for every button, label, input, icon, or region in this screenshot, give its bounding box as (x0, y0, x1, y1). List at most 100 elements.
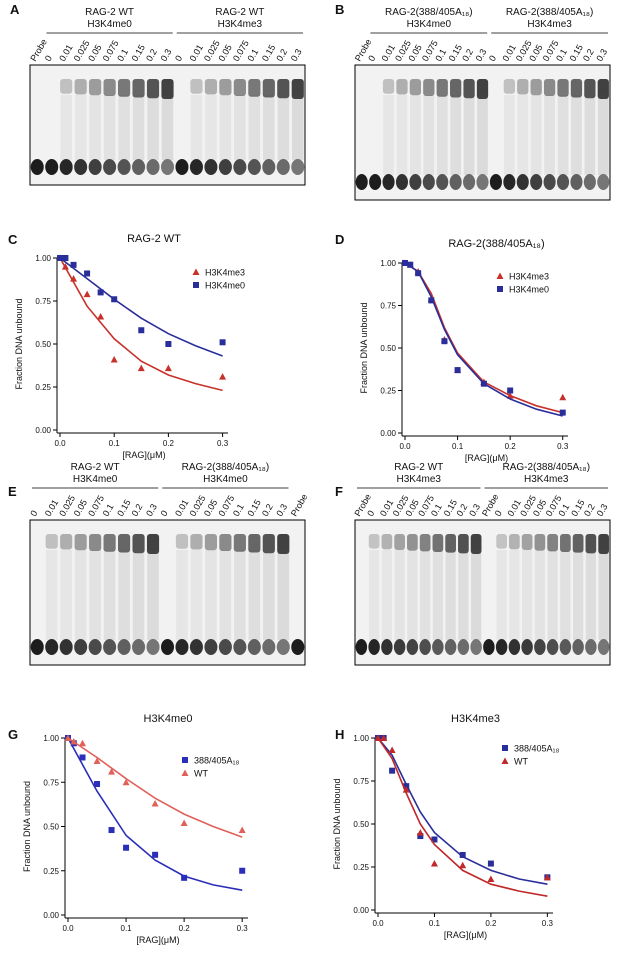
group-header: RAG-2(388/405A₁₈) (506, 7, 594, 18)
smear (597, 95, 609, 175)
lane-label: 0.15 (245, 498, 262, 518)
data-point (122, 778, 130, 786)
free-probe-band (276, 159, 290, 175)
data-point (108, 827, 115, 834)
legend-label: H3K4me0 (509, 285, 549, 295)
free-probe-band (530, 174, 543, 190)
y-tick-label: 0.50 (43, 823, 59, 832)
data-point (138, 327, 145, 334)
x-axis-label: [RAG](μM) (122, 450, 165, 460)
data-point (151, 799, 159, 807)
smear (89, 95, 101, 160)
smear (263, 95, 275, 160)
complex-band (132, 534, 145, 554)
complex-band (45, 534, 58, 549)
chart-title: RAG-2 WT (127, 233, 181, 245)
complex-band (161, 79, 174, 99)
data-point (402, 260, 408, 266)
complex-band (103, 534, 116, 552)
group-header: RAG-2(388/405A₁₈) (385, 7, 473, 18)
y-tick-label: 0.00 (353, 906, 369, 915)
complex-band (248, 534, 261, 553)
free-probe-band (160, 159, 175, 175)
data-point (219, 339, 226, 346)
lane-label: 0 (28, 509, 39, 518)
data-point (137, 364, 145, 372)
free-probe-band (489, 174, 502, 190)
data-point (79, 754, 86, 761)
group-header: RAG-2 WT (394, 462, 443, 473)
smear (584, 95, 596, 175)
smear (205, 95, 217, 160)
x-axis-label: [RAG](μM) (465, 453, 508, 463)
y-tick-label: 0.75 (35, 297, 51, 306)
smear (471, 550, 482, 640)
data-point (84, 270, 91, 277)
panel-letter: H (335, 727, 344, 742)
data-point (380, 734, 388, 741)
data-point (428, 297, 435, 304)
complex-band (597, 79, 609, 99)
y-axis-label: Fraction DNA unbound (22, 781, 32, 872)
free-probe-band (495, 639, 508, 655)
complex-band (394, 534, 405, 550)
lane-label: 0.15 (447, 43, 464, 63)
x-tick-label: 0.3 (542, 919, 554, 928)
data-point (79, 739, 87, 747)
legend-label: WT (514, 757, 528, 767)
complex-band (572, 534, 584, 553)
free-probe-band (117, 639, 131, 655)
data-point (152, 851, 159, 858)
free-probe-band (218, 639, 232, 655)
free-probe-band (291, 159, 305, 175)
smear (248, 95, 261, 160)
free-probe-band (422, 174, 435, 190)
lane-label: 0.01 (43, 498, 60, 518)
data-point (480, 380, 487, 387)
lane-label: 0.01 (57, 43, 74, 63)
free-probe-band (556, 174, 570, 190)
free-probe-band (583, 174, 596, 190)
group-header: H3K4me0 (203, 474, 248, 485)
complex-band (470, 534, 482, 554)
lane-label: 0 (365, 509, 376, 518)
free-probe-band (204, 159, 218, 175)
smear (432, 550, 443, 640)
smear (219, 550, 232, 640)
data-point (388, 746, 396, 754)
free-probe-band (276, 639, 290, 655)
complex-band (368, 534, 380, 549)
complex-band (74, 534, 87, 551)
smear (45, 550, 58, 640)
free-probe-band (132, 159, 146, 175)
smear (394, 550, 405, 640)
complex-band (262, 79, 275, 98)
free-probe-band (103, 639, 117, 655)
free-probe-band (30, 159, 44, 175)
complex-band (382, 79, 395, 94)
free-probe-band (355, 174, 368, 190)
complex-band (60, 534, 73, 550)
data-point (487, 875, 495, 883)
smear (103, 95, 116, 160)
smear (420, 550, 431, 640)
free-probe-band (585, 639, 597, 655)
free-probe-band (88, 159, 102, 175)
group-header: RAG-2(388/405A₁₈) (502, 462, 590, 473)
free-probe-band (409, 174, 422, 190)
y-tick-label: 1.00 (35, 254, 51, 263)
smear (458, 550, 469, 640)
data-point (61, 263, 69, 270)
free-probe-band (508, 639, 521, 655)
lane-label: 0 (159, 509, 170, 518)
free-probe-band (597, 639, 610, 655)
free-probe-band (146, 159, 160, 175)
chart-title: H3K4me0 (144, 713, 193, 725)
smear (522, 550, 533, 640)
complex-band (132, 79, 145, 98)
smear (477, 95, 488, 175)
smear (573, 550, 584, 640)
complex-band (476, 79, 489, 99)
data-point (97, 312, 105, 320)
complex-band (570, 79, 583, 98)
